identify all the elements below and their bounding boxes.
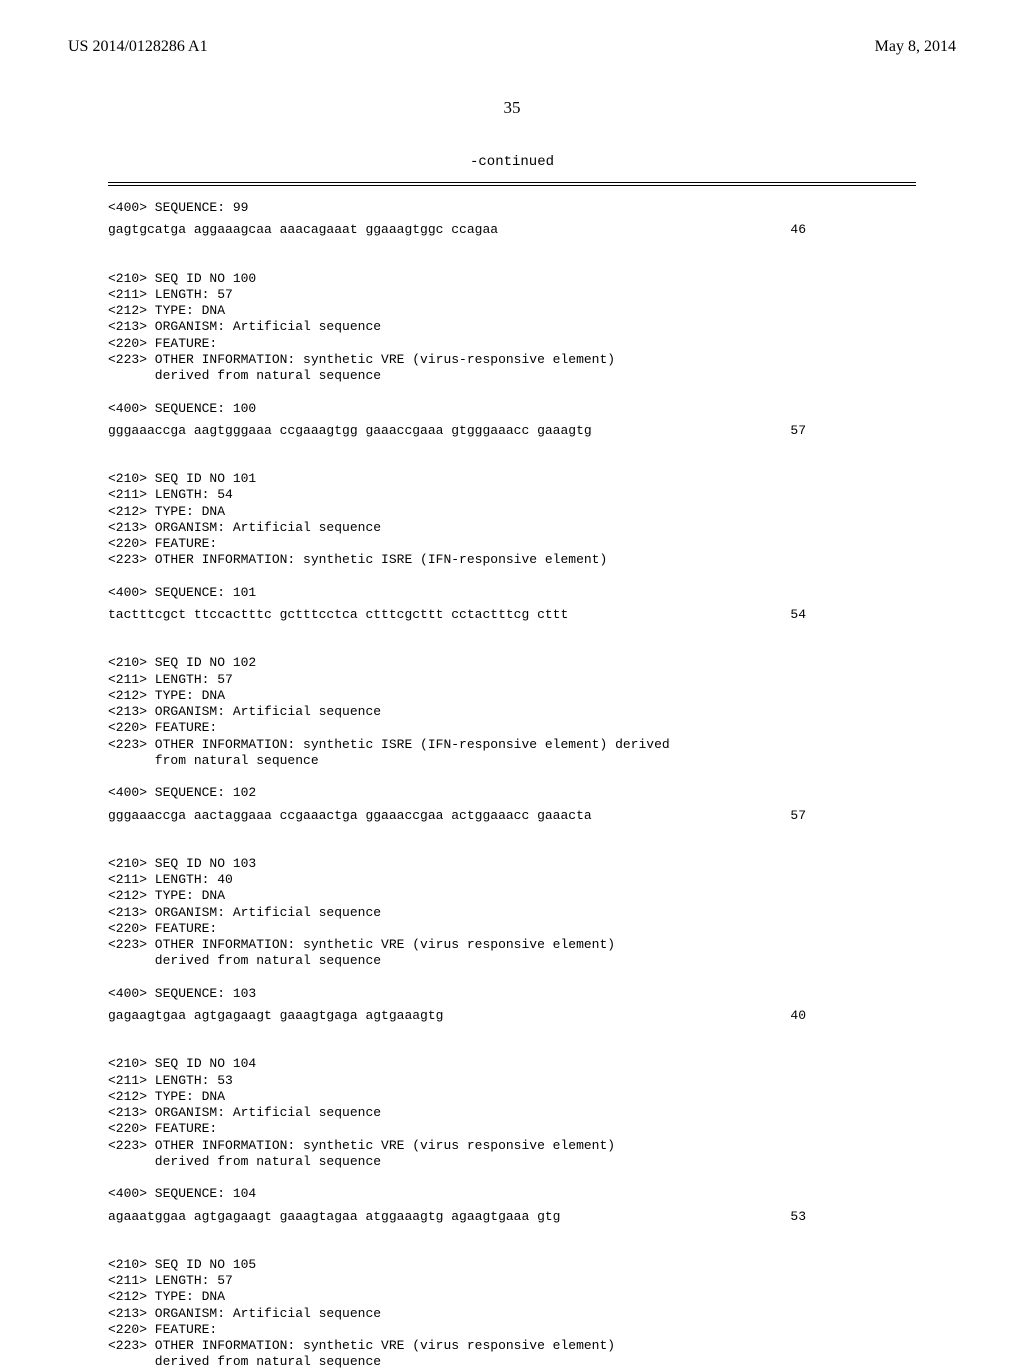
sequence-text: gggaaaccga aagtgggaaa ccgaaagtgg gaaaccg…	[108, 423, 592, 439]
sequence-length: 53	[790, 1209, 916, 1225]
sequence-meta: <210> SEQ ID NO 100 <211> LENGTH: 57 <21…	[108, 271, 916, 417]
publication-date: May 8, 2014	[875, 38, 956, 56]
sequence-text: agaaatggaa agtgagaagt gaaagtagaa atggaaa…	[108, 1209, 560, 1225]
sequence-length: 40	[790, 1008, 916, 1024]
top-rule-1	[108, 182, 916, 183]
sequence-meta: <210> SEQ ID NO 103 <211> LENGTH: 40 <21…	[108, 856, 916, 1002]
top-rule-2	[108, 185, 916, 186]
publication-number: US 2014/0128286 A1	[68, 38, 208, 56]
sequence-text: tactttcgct ttccactttc gctttcctca ctttcgc…	[108, 607, 568, 623]
sequence-length: 46	[790, 222, 916, 238]
page-header: US 2014/0128286 A1 May 8, 2014	[68, 38, 956, 56]
sequence-text: gagtgcatga aggaaagcaa aaacagaaat ggaaagt…	[108, 222, 498, 238]
sequence-length: 57	[790, 423, 916, 439]
continued-label: -continued	[108, 154, 916, 174]
sequence-meta: <210> SEQ ID NO 104 <211> LENGTH: 53 <21…	[108, 1056, 916, 1202]
sequence-meta: <210> SEQ ID NO 101 <211> LENGTH: 54 <21…	[108, 471, 916, 601]
sequence-length: 57	[790, 808, 916, 824]
sequence-listing: <400> SEQUENCE: 99 gagtgcatga aggaaagcaa …	[68, 200, 956, 1371]
sequence-row: agaaatggaa agtgagaagt gaaagtagaa atggaaa…	[108, 1209, 916, 1225]
sequence-length: 54	[790, 607, 916, 623]
sequence-row: gggaaaccga aactaggaaa ccgaaactga ggaaacc…	[108, 808, 916, 824]
sequence-row: gagtgcatga aggaaagcaa aaacagaaat ggaaagt…	[108, 222, 916, 238]
sequence-text: gggaaaccga aactaggaaa ccgaaactga ggaaacc…	[108, 808, 592, 824]
sequence-row: gggaaaccga aagtgggaaa ccgaaagtgg gaaaccg…	[108, 423, 916, 439]
sequence-text: gagaagtgaa agtgagaagt gaaagtgaga agtgaaa…	[108, 1008, 443, 1024]
page-number: 35	[68, 98, 956, 118]
sequence-row: tactttcgct ttccactttc gctttcctca ctttcgc…	[108, 607, 916, 623]
sequence-meta: <210> SEQ ID NO 105 <211> LENGTH: 57 <21…	[108, 1257, 916, 1371]
page: US 2014/0128286 A1 May 8, 2014 35 -conti…	[0, 0, 1024, 1320]
sequence-row: gagaagtgaa agtgagaagt gaaagtgaga agtgaaa…	[108, 1008, 916, 1024]
sequence-meta: <210> SEQ ID NO 102 <211> LENGTH: 57 <21…	[108, 655, 916, 801]
continued-block: -continued	[108, 154, 916, 186]
sequence-meta: <400> SEQUENCE: 99	[108, 200, 916, 216]
